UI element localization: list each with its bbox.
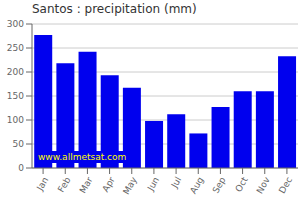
- svg-text:Oct: Oct: [233, 175, 250, 194]
- svg-text:Jan: Jan: [34, 175, 50, 193]
- svg-text:0: 0: [18, 163, 24, 173]
- svg-text:Nov: Nov: [255, 175, 273, 196]
- svg-text:Feb: Feb: [56, 175, 73, 194]
- svg-text:200: 200: [8, 67, 24, 77]
- svg-text:Mar: Mar: [78, 175, 95, 195]
- svg-text:250: 250: [8, 43, 24, 53]
- svg-text:Apr: Apr: [100, 175, 117, 194]
- svg-text:Dec: Dec: [277, 175, 294, 195]
- svg-text:Sep: Sep: [211, 175, 228, 195]
- svg-text:Aug: Aug: [188, 175, 205, 195]
- html-text:Santos : precipitation (mm): Santos : precipitation (mm): [32, 2, 197, 16]
- html-text:www.allmetsat.com: www.allmetsat.com: [38, 152, 127, 162]
- svg-text:300: 300: [8, 19, 24, 29]
- svg-text:100: 100: [8, 115, 24, 125]
- svg-text:Jul: Jul: [169, 175, 184, 190]
- svg-text:50: 50: [13, 139, 25, 149]
- svg-text:150: 150: [8, 91, 24, 101]
- svg-text:May: May: [121, 175, 139, 197]
- svg-text:Jun: Jun: [145, 175, 161, 193]
